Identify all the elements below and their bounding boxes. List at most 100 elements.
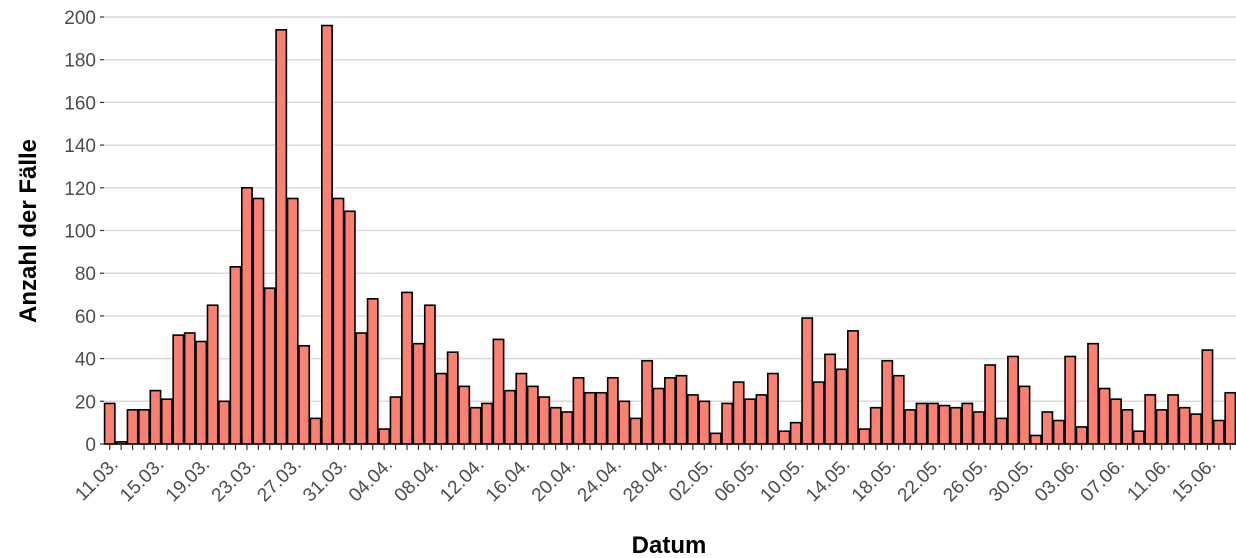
bar	[275, 29, 288, 445]
bar	[892, 374, 905, 445]
x-tick-label: 28.04.	[619, 454, 671, 506]
y-tick-label: 200	[64, 8, 96, 29]
bar	[984, 364, 997, 445]
bar	[641, 359, 654, 445]
bar	[435, 372, 448, 445]
bar	[606, 377, 619, 445]
bar	[686, 394, 699, 445]
bar	[138, 409, 150, 445]
bar	[949, 406, 962, 445]
bar	[1098, 387, 1111, 445]
x-tick-label: 03.06.	[1031, 454, 1083, 506]
x-tick-label: 22.05.	[894, 454, 946, 506]
x-tick-label: 20.04.	[528, 454, 580, 506]
bar	[1064, 355, 1077, 445]
y-axis-title: Anzahl der Fälle	[15, 139, 42, 323]
bar	[732, 381, 745, 445]
bar	[286, 197, 299, 445]
bar	[847, 330, 859, 445]
bar	[789, 421, 802, 445]
bar	[492, 338, 505, 445]
bar	[1018, 385, 1031, 445]
y-tick-label: 140	[64, 136, 96, 157]
bar	[1155, 409, 1168, 445]
bar	[1201, 349, 1214, 445]
bar	[881, 359, 894, 445]
bar	[972, 411, 985, 445]
x-tick-label: 16.04.	[482, 454, 534, 506]
bar	[618, 400, 631, 445]
bar	[584, 391, 596, 445]
bar	[1224, 391, 1236, 445]
x-tick-label: 12.04.	[436, 454, 488, 506]
bar	[401, 291, 413, 445]
bar	[1029, 434, 1042, 445]
bar	[195, 340, 208, 445]
y-tick-label: 40	[75, 350, 96, 371]
bar	[423, 304, 436, 445]
bar	[321, 24, 333, 445]
bar	[995, 417, 1008, 445]
x-tick-label: 30.05.	[985, 454, 1037, 506]
bar	[160, 398, 173, 445]
y-tick-label: 120	[64, 179, 96, 200]
x-tick-label: 23.03.	[208, 454, 260, 506]
bar	[526, 385, 539, 445]
bar	[103, 402, 116, 445]
y-tick-label: 100	[64, 222, 96, 243]
bar	[801, 317, 814, 445]
y-tick-label: 60	[75, 307, 96, 328]
bar	[927, 402, 939, 445]
bar	[1075, 426, 1088, 445]
bar	[698, 400, 711, 445]
x-tick-label: 08.04.	[391, 454, 443, 506]
x-tick-label: 06.05.	[711, 454, 763, 506]
bar	[206, 304, 219, 445]
bar	[1212, 419, 1225, 445]
bar	[904, 409, 917, 445]
bar	[1041, 411, 1054, 445]
bar	[172, 334, 185, 445]
bar	[469, 406, 482, 445]
bar	[1007, 355, 1019, 445]
y-tick-label: 80	[75, 264, 96, 285]
bar	[298, 344, 311, 445]
bar	[858, 428, 871, 445]
bar	[218, 400, 231, 445]
bar	[595, 391, 608, 445]
bar	[366, 298, 379, 445]
bar	[229, 265, 242, 445]
bars	[103, 24, 1236, 445]
bar	[561, 411, 574, 445]
bar	[355, 332, 368, 445]
x-tick-label: 14.05.	[802, 454, 854, 506]
y-tick-label: 160	[64, 93, 96, 114]
x-tick-label: 11.03.	[71, 454, 122, 505]
bar	[778, 430, 791, 445]
bar	[915, 402, 928, 445]
bar	[1190, 413, 1202, 445]
bar	[961, 402, 974, 445]
bar	[389, 396, 402, 445]
bar	[503, 389, 516, 445]
bar	[1087, 342, 1100, 445]
bar	[675, 374, 688, 445]
bar	[240, 187, 253, 445]
bar	[766, 372, 779, 445]
bar	[412, 342, 425, 445]
bar	[629, 417, 642, 445]
bar	[183, 332, 196, 445]
bar	[652, 387, 665, 445]
bar	[744, 398, 756, 445]
bar	[869, 406, 882, 445]
bar	[755, 394, 768, 445]
bar	[481, 402, 493, 445]
bar	[149, 389, 162, 445]
bar	[721, 402, 734, 445]
bar	[309, 417, 322, 445]
bar	[938, 404, 951, 445]
x-tick-label: 04.04.	[345, 454, 397, 506]
bar	[1167, 394, 1180, 445]
bar	[115, 441, 128, 445]
bar	[446, 351, 459, 445]
